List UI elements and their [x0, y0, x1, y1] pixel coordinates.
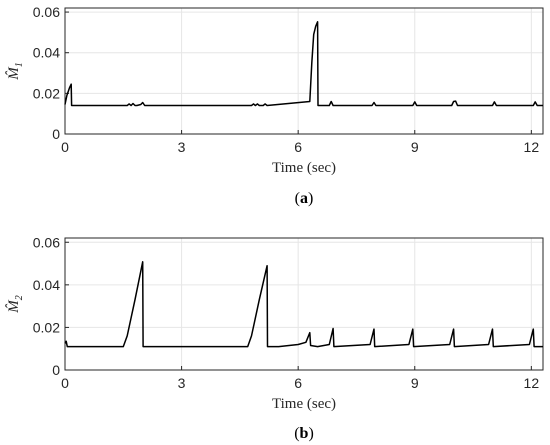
y-tick-label: 0.02 [33, 85, 60, 101]
panel-a: 0 3 6 9 12 0 0.02 0.04 0.06 Time (sec) M̂1 (a) [6, 4, 544, 207]
tick-labels: 0 3 6 9 12 0 0.02 0.04 0.06 [33, 234, 540, 391]
x-tick-label: 6 [294, 139, 302, 155]
x-tick-label: 12 [524, 139, 540, 155]
y-tick-label: 0 [52, 126, 60, 142]
y-tick-label: 0.04 [33, 277, 60, 293]
y-tick-label: 0.02 [33, 319, 60, 335]
panel-caption-letter: a [300, 190, 308, 207]
y-tick-label: 0.06 [33, 234, 60, 250]
y-tick-label: 0 [52, 362, 60, 378]
y-axis-label: M̂1 [6, 62, 25, 81]
x-tick-label: 9 [411, 139, 419, 155]
tick-labels: 0 3 6 9 12 0 0.02 0.04 0.06 [33, 4, 540, 155]
series-line [64, 261, 543, 348]
y-tick-label: 0.06 [33, 4, 60, 20]
panel-caption-letter: b [300, 425, 309, 442]
tick-marks [64, 241, 532, 371]
y-tick-label: 0.04 [33, 45, 60, 61]
x-tick-label: 12 [524, 375, 540, 391]
x-tick-label: 3 [178, 375, 186, 391]
x-tick-label: 9 [411, 375, 419, 391]
x-axis-label: Time (sec) [272, 160, 336, 176]
axes-box [64, 237, 544, 371]
y-axis-label-sub: 2 [14, 295, 25, 300]
grid-lines [64, 238, 543, 371]
series-line [64, 21, 543, 107]
axes-box [64, 7, 544, 135]
x-tick-label: 0 [61, 139, 69, 155]
y-axis-label-main: M̂ [6, 299, 22, 314]
tick-marks [64, 11, 532, 135]
y-axis-label-sub: 1 [14, 62, 25, 67]
y-axis-label-main: M̂ [6, 66, 22, 81]
x-axis-label: Time (sec) [272, 396, 336, 412]
x-tick-label: 0 [61, 375, 69, 391]
y-axis-label: M̂2 [6, 295, 25, 314]
panel-caption: (b) [294, 425, 314, 442]
x-tick-label: 3 [178, 139, 186, 155]
panel-caption: (a) [295, 190, 314, 207]
panel-b: 0 3 6 9 12 0 0.02 0.04 0.06 Time (sec) M̂2 (b) [6, 234, 544, 442]
grid-lines [64, 8, 543, 135]
x-tick-label: 6 [294, 375, 302, 391]
